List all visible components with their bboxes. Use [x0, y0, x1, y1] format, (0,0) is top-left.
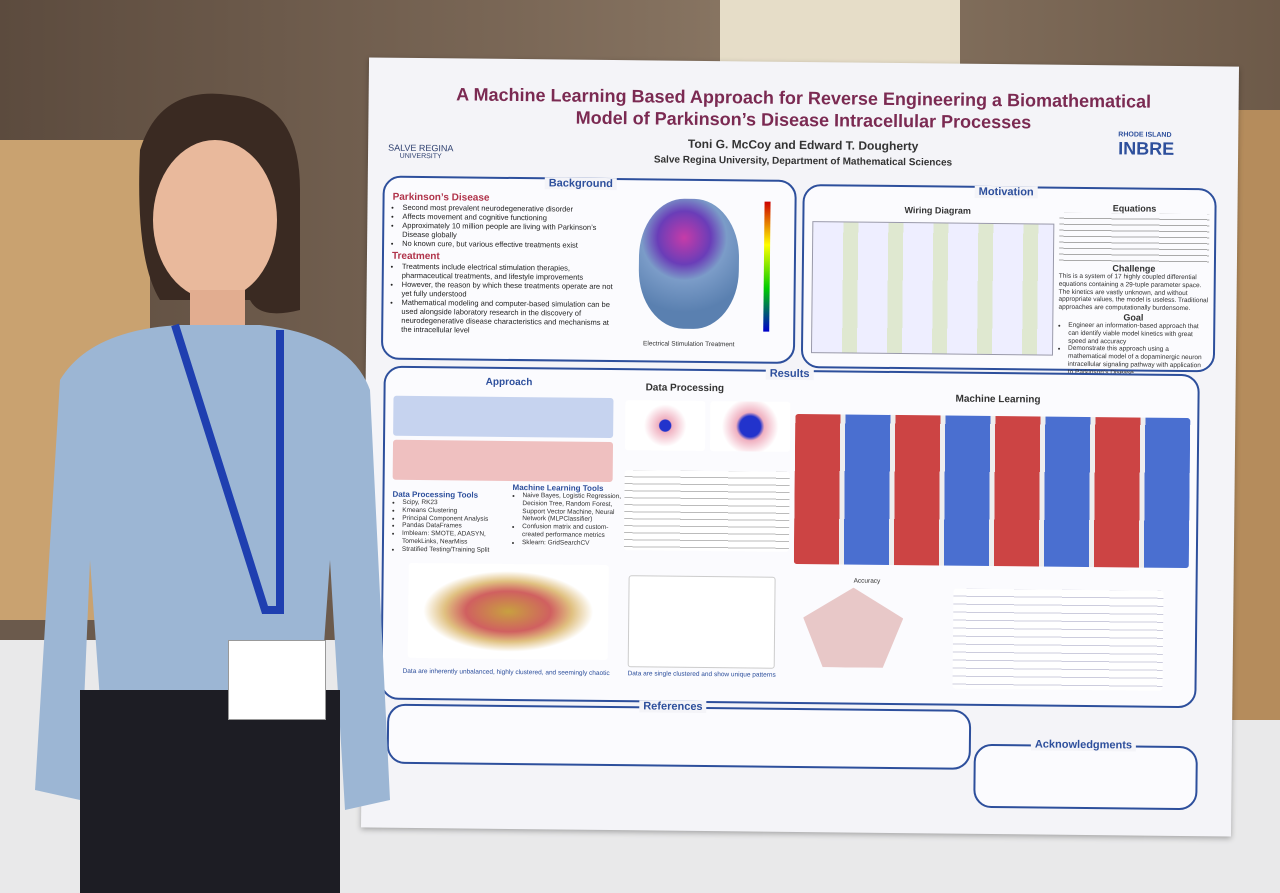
pants — [80, 690, 340, 893]
lanyard — [171, 323, 284, 614]
face — [153, 140, 277, 300]
name-badge — [228, 640, 326, 720]
wall-panel — [720, 0, 960, 70]
